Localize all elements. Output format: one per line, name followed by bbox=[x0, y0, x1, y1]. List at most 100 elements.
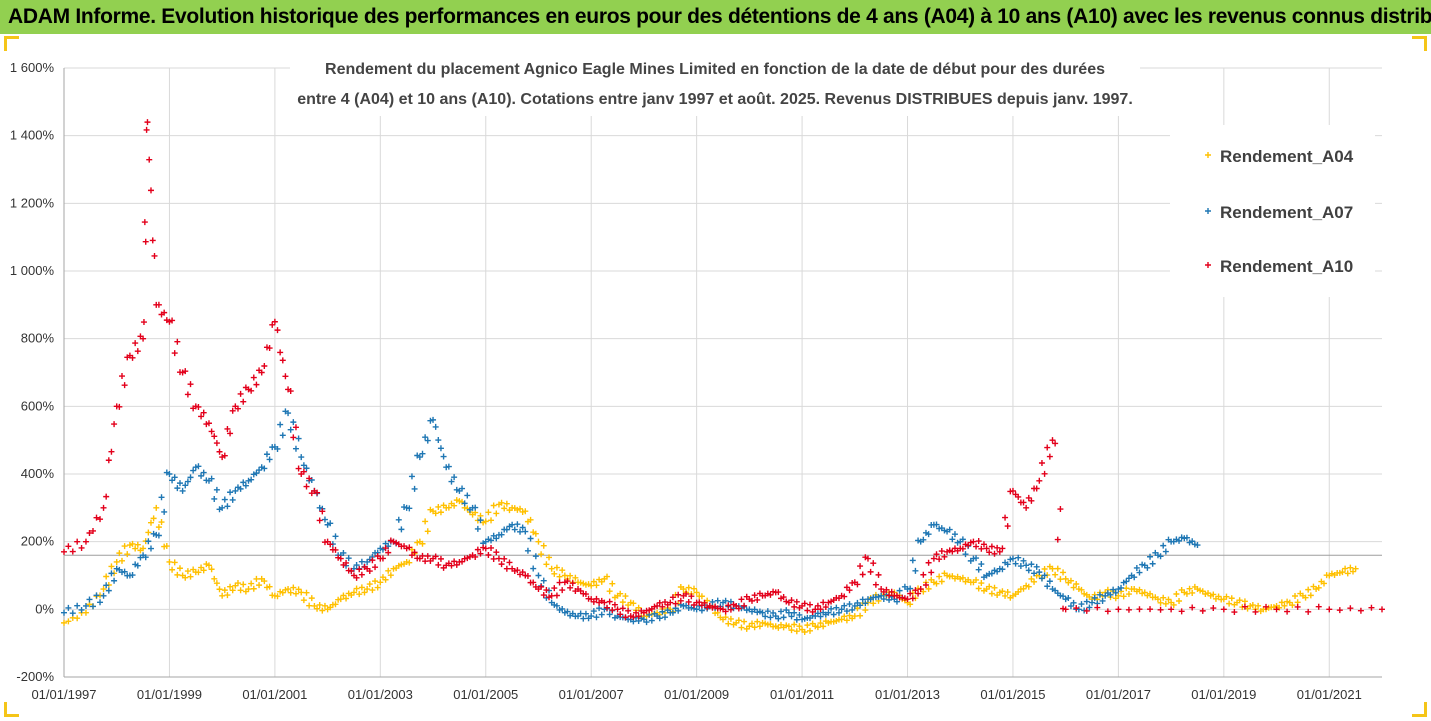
data-point bbox=[229, 407, 236, 414]
data-point bbox=[1057, 576, 1064, 583]
data-point bbox=[256, 582, 263, 589]
data-point bbox=[108, 570, 115, 577]
data-point bbox=[227, 430, 234, 437]
data-point bbox=[1070, 599, 1077, 606]
data-point bbox=[1004, 589, 1011, 596]
data-point bbox=[693, 606, 700, 613]
data-point bbox=[366, 581, 373, 588]
data-point bbox=[886, 592, 893, 599]
data-point bbox=[472, 509, 479, 516]
data-point bbox=[801, 628, 808, 635]
data-point bbox=[522, 528, 529, 535]
data-point bbox=[266, 345, 273, 352]
data-point bbox=[285, 586, 292, 593]
data-point bbox=[535, 572, 542, 579]
data-point bbox=[1044, 583, 1051, 590]
data-point bbox=[121, 543, 128, 550]
data-point bbox=[224, 503, 231, 510]
y-tick-label: 1 200% bbox=[10, 195, 55, 210]
data-point bbox=[622, 614, 629, 621]
data-point bbox=[1120, 593, 1127, 600]
data-point bbox=[200, 567, 207, 574]
data-point bbox=[796, 623, 803, 630]
data-point bbox=[509, 521, 516, 528]
data-point bbox=[1052, 440, 1059, 447]
data-point bbox=[1060, 569, 1067, 576]
data-point bbox=[633, 609, 640, 616]
data-point bbox=[140, 319, 147, 326]
data-point bbox=[250, 585, 257, 592]
data-point bbox=[208, 566, 215, 573]
data-point bbox=[617, 611, 624, 618]
data-point bbox=[1231, 609, 1238, 616]
data-point bbox=[588, 582, 595, 589]
data-point bbox=[1165, 596, 1172, 603]
data-point bbox=[111, 421, 118, 428]
data-point bbox=[559, 605, 566, 612]
data-point bbox=[693, 589, 700, 596]
data-point bbox=[211, 575, 218, 582]
data-point bbox=[253, 381, 260, 388]
data-point bbox=[785, 623, 792, 630]
data-point bbox=[327, 541, 334, 548]
data-point bbox=[503, 526, 510, 533]
data-point bbox=[775, 615, 782, 622]
data-point bbox=[145, 538, 152, 545]
data-point bbox=[221, 587, 228, 594]
data-point bbox=[377, 579, 384, 586]
data-point bbox=[514, 567, 521, 574]
data-point bbox=[461, 500, 468, 507]
data-point bbox=[994, 544, 1001, 551]
data-point bbox=[519, 524, 526, 531]
data-point bbox=[925, 531, 932, 538]
data-point bbox=[1046, 578, 1053, 585]
data-point bbox=[474, 546, 481, 553]
data-point bbox=[669, 594, 676, 601]
data-point bbox=[1241, 598, 1248, 605]
data-point bbox=[540, 577, 547, 584]
data-point bbox=[590, 608, 597, 615]
x-tick-label: 01/01/2007 bbox=[559, 687, 624, 702]
data-point bbox=[161, 508, 168, 515]
data-point bbox=[269, 321, 276, 328]
data-point bbox=[751, 624, 758, 631]
data-point bbox=[432, 553, 439, 560]
data-point bbox=[261, 578, 268, 585]
data-point bbox=[1073, 605, 1080, 612]
data-point bbox=[424, 437, 431, 444]
data-point bbox=[65, 618, 72, 625]
data-point bbox=[1154, 596, 1161, 603]
data-point bbox=[195, 463, 202, 470]
data-point bbox=[221, 452, 228, 459]
data-point bbox=[978, 561, 985, 568]
data-point bbox=[205, 562, 212, 569]
data-point bbox=[142, 238, 149, 245]
data-point bbox=[348, 567, 355, 574]
data-point bbox=[793, 628, 800, 635]
data-point bbox=[364, 586, 371, 593]
data-point bbox=[113, 558, 120, 565]
data-point bbox=[1086, 604, 1093, 611]
data-point bbox=[118, 373, 125, 380]
data-point bbox=[820, 599, 827, 606]
data-point bbox=[791, 621, 798, 628]
data-point bbox=[1107, 591, 1114, 598]
data-point bbox=[1020, 499, 1027, 506]
data-point bbox=[735, 617, 742, 624]
data-point bbox=[538, 551, 545, 558]
data-point bbox=[358, 571, 365, 578]
data-point bbox=[279, 432, 286, 439]
data-point bbox=[553, 564, 560, 571]
data-point bbox=[300, 597, 307, 604]
data-point bbox=[817, 613, 824, 620]
data-point bbox=[474, 525, 481, 532]
data-point bbox=[229, 587, 236, 594]
data-point bbox=[551, 585, 558, 592]
data-point bbox=[1031, 578, 1038, 585]
data-point bbox=[1073, 581, 1080, 588]
data-point bbox=[698, 593, 705, 600]
data-point bbox=[121, 382, 128, 389]
data-point bbox=[153, 504, 160, 511]
data-point bbox=[303, 465, 310, 472]
data-point bbox=[1157, 606, 1164, 613]
